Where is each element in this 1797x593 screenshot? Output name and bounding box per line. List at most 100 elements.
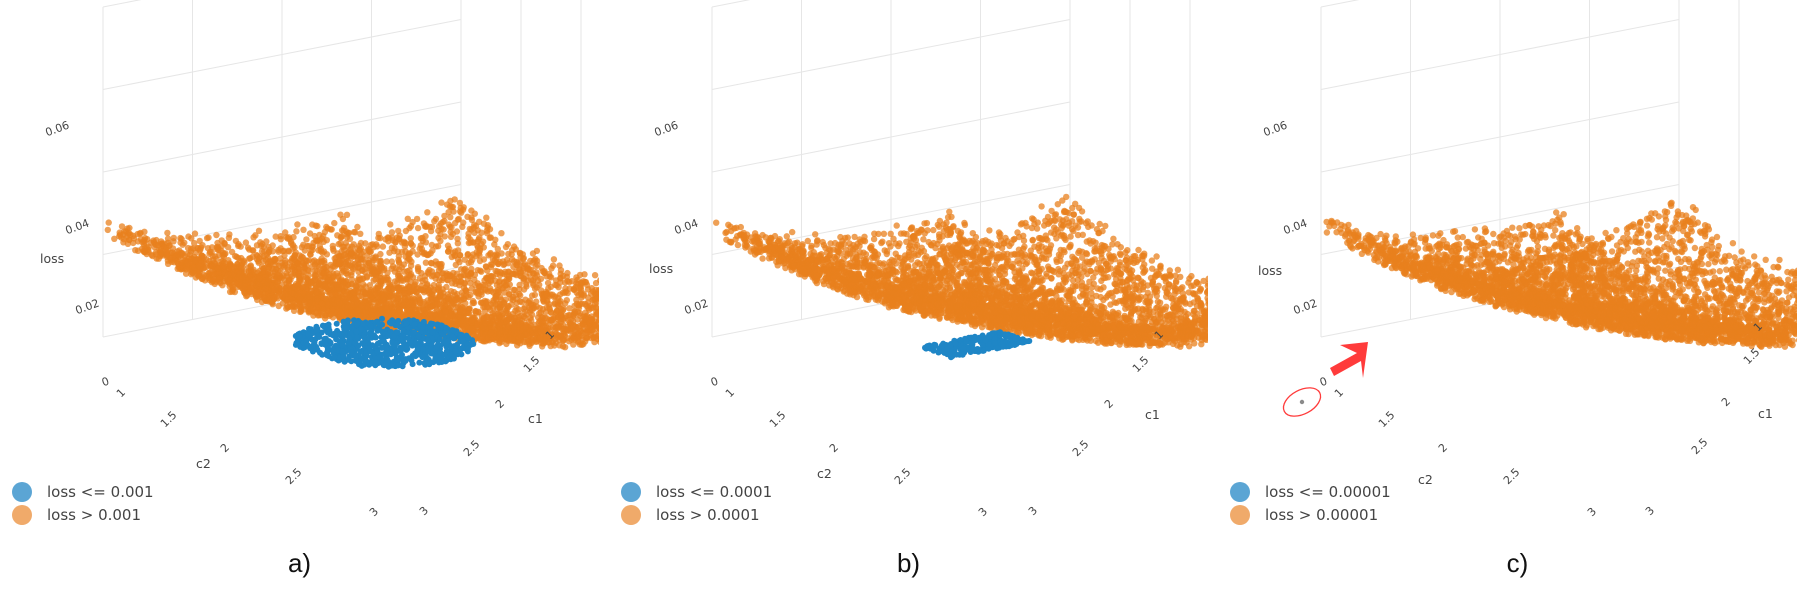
- point-high: [406, 250, 414, 257]
- point-high: [395, 256, 402, 264]
- point-high: [174, 248, 181, 255]
- point-low: [450, 327, 457, 334]
- point-high: [318, 300, 326, 307]
- point-high: [452, 296, 460, 303]
- point-low: [360, 320, 366, 327]
- point-high: [383, 310, 390, 318]
- plot-a[interactable]: 0 0.02 0.04 0.06 loss 1 1.5 2 2.5 3 c2 1…: [0, 0, 599, 540]
- point-high: [555, 298, 562, 305]
- point-high: [447, 214, 454, 221]
- point-high: [383, 258, 390, 265]
- point-high: [208, 244, 216, 251]
- point-high: [249, 253, 256, 260]
- point-high: [311, 273, 318, 280]
- point-low: [405, 335, 412, 342]
- point-high: [238, 274, 246, 281]
- point-high: [582, 338, 589, 345]
- point-high: [302, 283, 309, 290]
- z-tick-006: 0.06: [44, 119, 71, 140]
- point-high: [483, 214, 490, 221]
- point-high: [222, 250, 229, 257]
- y-tick-25: 2.5: [283, 466, 305, 488]
- point-high: [250, 247, 257, 254]
- point-high: [549, 262, 557, 269]
- point-high: [333, 270, 340, 277]
- point-high: [345, 229, 353, 237]
- point-low: [393, 356, 400, 363]
- point-high: [288, 295, 295, 302]
- point-high: [498, 250, 505, 257]
- plot-b[interactable]: 0 0.02 0.04 0.06 loss 1 1.5 2 2.5 3 c2 1…: [609, 0, 1208, 540]
- point-high: [496, 328, 503, 335]
- point-high: [516, 290, 523, 298]
- point-high: [348, 249, 355, 256]
- point-high: [505, 303, 512, 310]
- point-low: [372, 355, 379, 361]
- point-high: [391, 294, 398, 302]
- point-high: [468, 265, 475, 273]
- point-low: [293, 340, 300, 346]
- point-high: [158, 251, 165, 258]
- point-low: [420, 324, 426, 331]
- point-high: [389, 309, 396, 316]
- point-high: [581, 271, 588, 278]
- point-low: [354, 320, 361, 327]
- point-high: [303, 262, 310, 269]
- point-low: [330, 347, 337, 354]
- point-high: [226, 231, 233, 238]
- point-high: [348, 309, 355, 316]
- point-high: [741, 241, 749, 249]
- point-high: [145, 243, 152, 250]
- point-high: [530, 334, 537, 341]
- point-high: [274, 295, 282, 302]
- point-high: [450, 208, 457, 215]
- point-low: [339, 340, 345, 347]
- point-high: [435, 234, 442, 242]
- point-high: [396, 306, 403, 313]
- point-low: [457, 346, 464, 353]
- point-high: [430, 288, 437, 295]
- legend-item-low[interactable]: loss <= 0.001: [12, 480, 154, 503]
- legend-marker-low: [12, 481, 32, 502]
- point-high: [528, 306, 536, 313]
- point-high: [182, 266, 190, 273]
- legend-item-high[interactable]: loss > 0.001: [12, 503, 154, 526]
- point-low: [465, 335, 472, 341]
- point-high: [363, 302, 370, 310]
- point-high: [283, 273, 291, 280]
- point-high: [480, 256, 488, 263]
- point-high: [486, 226, 494, 233]
- point-high: [454, 247, 462, 254]
- point-high: [226, 260, 234, 267]
- point-low: [310, 336, 317, 343]
- point-low: [388, 320, 395, 327]
- point-high: [338, 233, 345, 241]
- point-high: [294, 260, 301, 267]
- point-high: [387, 221, 394, 228]
- point-high: [124, 240, 132, 247]
- point-high: [289, 290, 296, 297]
- point-high: [359, 255, 366, 262]
- point-high: [206, 269, 213, 276]
- point-high: [323, 237, 330, 244]
- point-low: [367, 322, 374, 329]
- point-high: [282, 257, 289, 264]
- point-high: [377, 257, 384, 264]
- point-high: [412, 278, 419, 286]
- point-high: [441, 212, 448, 220]
- panel-a: 0 0.02 0.04 0.06 loss 1 1.5 2 2.5 3 c2 1…: [0, 0, 599, 593]
- point-high: [221, 259, 228, 266]
- point-high: [401, 295, 408, 302]
- point-high: [557, 312, 564, 319]
- point-high: [551, 342, 558, 349]
- cloud-b: [713, 193, 1208, 361]
- point-high: [445, 293, 453, 301]
- point-low: [367, 348, 374, 355]
- point-high: [338, 310, 345, 317]
- point-high: [338, 269, 346, 276]
- point-high: [588, 334, 595, 342]
- point-high: [226, 276, 233, 283]
- point-high: [247, 263, 254, 270]
- point-high: [323, 251, 331, 258]
- point-high: [141, 234, 149, 242]
